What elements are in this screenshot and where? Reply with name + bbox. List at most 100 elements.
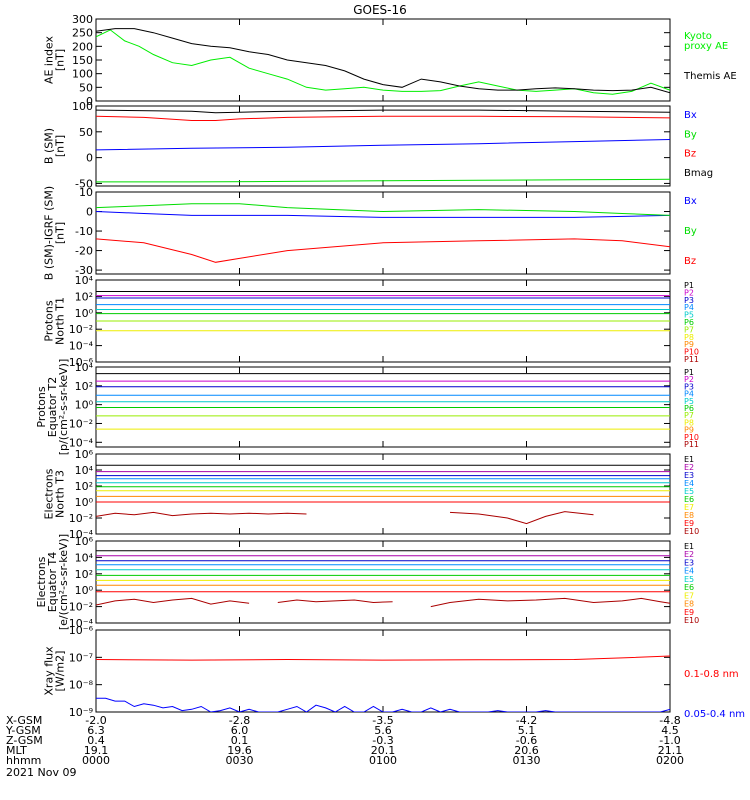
legend-label: P5 (684, 311, 694, 320)
y-tick-label: 10⁻² (69, 601, 93, 614)
y-tick-label: 10⁻⁹ (69, 706, 93, 719)
legend-label: Bx (684, 110, 697, 121)
x-row-value: -4.8 (659, 714, 680, 727)
y-tick-label: 10⁻⁶ (69, 624, 94, 637)
series-line (96, 109, 670, 114)
panel-2: -50 0 50 100 B (SM)[nT] Bx By Bz Bmag (43, 100, 714, 190)
panel-8: 10⁻⁹ 10⁻⁸ 10⁻⁷ 10⁻⁶ Xray flux[W/m2] 0.1-0.8 n… (43, 624, 746, 720)
series-line (96, 511, 307, 517)
y-tick-label: 10⁴ (75, 274, 94, 287)
legend-label: P6 (684, 318, 694, 327)
panel-frame (95, 105, 671, 187)
panel-frame (95, 453, 671, 535)
series-line (96, 211, 670, 218)
legend-label: P9 (684, 426, 694, 435)
x-row-value: -2.8 (229, 714, 250, 727)
y-tick-label: 10² (75, 380, 93, 393)
series-line (96, 28, 670, 94)
y-tick-label: 0 (86, 206, 93, 219)
y-axis-label: Electrons (43, 468, 56, 519)
y-tick-label: 10⁶ (75, 535, 94, 548)
legend-label: E2 (684, 550, 694, 559)
y-tick-label: -50 (75, 177, 93, 190)
y-tick-label: 10⁴ (75, 361, 94, 374)
legend-label: P2 (684, 375, 694, 384)
x-row-value: 19.6 (227, 744, 252, 757)
y-tick-label: -10 (75, 225, 93, 238)
y-axis-label: North T3 (54, 470, 67, 518)
legend-label: P11 (684, 440, 699, 449)
legend-label: E10 (684, 616, 699, 625)
x-row-name: X-GSM (6, 714, 42, 727)
x-row-value: -4.2 (516, 714, 537, 727)
y-axis-label: [W/m2] (54, 651, 67, 692)
y-tick-label: 10⁰ (75, 307, 94, 320)
legend-label: Kyoto (684, 31, 712, 42)
legend-label: P8 (684, 333, 694, 342)
y-tick-label: 10 (79, 186, 93, 199)
legend-label: E4 (684, 479, 694, 488)
legend-label: P6 (684, 404, 694, 413)
x-row-value: 0100 (369, 754, 397, 767)
legend-label: E8 (684, 511, 694, 520)
y-tick-label: 10⁻⁷ (69, 651, 93, 664)
x-row-value: 20.1 (371, 744, 396, 757)
x-row-value: 5.6 (374, 724, 392, 737)
x-row-value: 6.3 (87, 724, 105, 737)
legend-label: E1 (684, 455, 694, 464)
y-axis-label: [nT] (54, 222, 67, 244)
panel-frame (95, 540, 671, 624)
series-line (96, 238, 670, 263)
y-tick-label: 10⁻⁴ (69, 436, 94, 449)
y-tick-label: 10⁰ (75, 399, 94, 412)
y-axis-label: AE index (43, 35, 56, 84)
y-axis-label: Protons (43, 300, 56, 341)
y-axis-label: [e/(cm²-s-sr-keV)] (57, 534, 70, 630)
y-tick-label: 10⁰ (75, 584, 94, 597)
y-axis-label: Electrons (35, 556, 48, 607)
legend-label: E9 (684, 519, 694, 528)
legend-label: E2 (684, 463, 694, 472)
legend-label: E5 (684, 575, 694, 584)
legend-label: E1 (684, 542, 694, 551)
x-axis-labels: X-GSM -2.0 -2.8 -3.5 -4.2 -4.8 Y-GSM 6.3 6.0 5.6 5… (5, 714, 684, 767)
series-line (96, 697, 670, 712)
x-row-value: 19.1 (84, 744, 109, 757)
x-row-value: 0130 (513, 754, 541, 767)
y-tick-label: 10⁶ (75, 448, 94, 461)
series-line (96, 203, 670, 216)
x-row-name: hhmm (6, 754, 41, 767)
x-row-value: 6.0 (231, 724, 249, 737)
y-tick-label: 10⁻⁴ (69, 617, 94, 630)
legend-label: 0.05-0.4 nm (684, 709, 745, 720)
series-line (96, 178, 670, 183)
series-segment (430, 597, 670, 608)
y-tick-label: 0 (86, 95, 93, 108)
y-tick-label: 100 (72, 100, 93, 113)
legend-label: P3 (684, 296, 694, 305)
x-row-value: 0200 (656, 754, 684, 767)
legend-label: E3 (684, 471, 694, 480)
legend-label: P7 (684, 325, 694, 334)
legend-label: P7 (684, 411, 694, 420)
legend-label: P11 (684, 355, 699, 364)
y-tick-label: 50 (79, 81, 93, 94)
legend-label: P5 (684, 397, 694, 406)
x-row-name: MLT (6, 744, 27, 757)
legend-label: E3 (684, 558, 694, 567)
legend-label: P1 (684, 281, 694, 290)
legend-label: E7 (684, 591, 694, 600)
panel-frame (95, 18, 671, 102)
y-axis-label: Equator T4 (46, 552, 59, 612)
legend-label: P1 (684, 368, 694, 377)
x-row-value: -0.3 (372, 734, 393, 747)
y-tick-label: 50 (79, 126, 93, 139)
legend-label: Bz (684, 149, 696, 160)
legend-label: E6 (684, 583, 694, 592)
y-tick-label: 10⁻⁸ (69, 679, 94, 692)
series-line (96, 655, 670, 661)
x-row-value: -2.0 (85, 714, 106, 727)
